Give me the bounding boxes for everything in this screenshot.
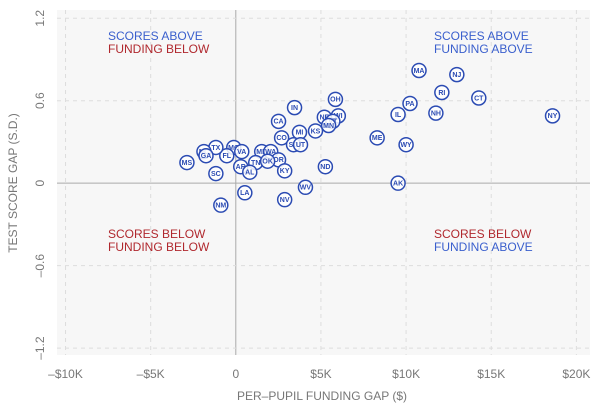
y-axis-label: TEST SCORE GAP (S.D.) xyxy=(6,113,20,253)
point-label: CO xyxy=(276,135,287,142)
point-label: OR xyxy=(273,157,284,164)
point xyxy=(317,158,334,175)
point-label: KY xyxy=(280,168,290,175)
point xyxy=(259,153,276,169)
point xyxy=(219,147,235,164)
point xyxy=(398,136,414,153)
point-label: IN xyxy=(291,105,298,112)
point xyxy=(276,163,293,179)
point xyxy=(286,99,303,116)
annotation: FUNDING BELOW xyxy=(108,42,210,56)
point-label: NY xyxy=(548,113,558,120)
point-label: NH xyxy=(431,110,441,117)
point xyxy=(213,197,229,213)
point-label: NE xyxy=(319,115,329,122)
x-tick-label: $20K xyxy=(562,367,590,381)
point xyxy=(544,108,561,124)
point xyxy=(273,130,290,146)
point-label: LA xyxy=(240,190,249,197)
point-label: ME xyxy=(372,135,383,142)
point-label: MN xyxy=(323,123,334,130)
y-tick-label: –0.6 xyxy=(33,254,47,278)
point-label: CA xyxy=(273,119,283,126)
point-label: PA xyxy=(405,101,414,108)
x-tick-label: –$10K xyxy=(48,367,83,381)
point-label: NV xyxy=(280,197,290,204)
point-label: TN xyxy=(251,160,260,167)
point-label: AL xyxy=(245,170,255,177)
point xyxy=(434,84,450,101)
point-label: CT xyxy=(474,95,484,102)
point xyxy=(237,185,253,201)
point-label: OH xyxy=(330,97,341,104)
point-label: GA xyxy=(201,153,212,160)
annotation: SCORES ABOVE xyxy=(108,29,203,43)
plot-area xyxy=(57,10,590,355)
point-label: WY xyxy=(400,142,412,149)
point-label: SC xyxy=(211,171,221,178)
point-label: UT xyxy=(296,142,306,149)
point xyxy=(449,66,465,83)
point xyxy=(320,117,337,134)
y-tick-label: 0 xyxy=(33,180,47,187)
point xyxy=(297,179,314,196)
annotation: FUNDING ABOVE xyxy=(434,240,533,254)
point xyxy=(307,123,324,139)
point-label: FL xyxy=(222,153,231,160)
annotation: FUNDING BELOW xyxy=(108,240,210,254)
annotation: SCORES BELOW xyxy=(434,227,532,241)
annotation: FUNDING ABOVE xyxy=(434,42,533,56)
x-tick-label: $10K xyxy=(392,367,420,381)
y-tick-label: 0.6 xyxy=(33,92,47,109)
point-label: MA xyxy=(414,68,425,75)
x-tick-label: $15K xyxy=(477,367,505,381)
point-label: MD xyxy=(256,149,267,156)
point xyxy=(276,191,293,208)
point xyxy=(208,165,224,182)
point-label: MO xyxy=(228,145,240,152)
point xyxy=(270,113,287,130)
point xyxy=(179,154,195,171)
point xyxy=(390,106,406,123)
x-axis-label: PER–PUPIL FUNDING GAP ($) xyxy=(237,389,407,403)
y-tick-label: –1.2 xyxy=(33,336,47,360)
point-label: WV xyxy=(300,185,312,192)
point-label: MI xyxy=(296,130,304,137)
point xyxy=(292,136,309,153)
point-label: MS xyxy=(182,160,193,167)
point xyxy=(234,143,250,160)
point-label: NJ xyxy=(452,72,461,79)
point xyxy=(390,175,406,191)
point xyxy=(327,91,344,108)
point-label: KS xyxy=(311,128,321,135)
point-label: VA xyxy=(237,149,246,156)
point-label: ND xyxy=(320,164,330,171)
point xyxy=(402,95,418,112)
y-tick-label: 1.2 xyxy=(33,10,47,27)
point-label: TX xyxy=(211,145,220,152)
point-label: AK xyxy=(393,181,403,188)
annotation: SCORES BELOW xyxy=(108,227,206,241)
point xyxy=(471,90,487,106)
point-label: OK xyxy=(262,159,273,166)
point-label: NM xyxy=(215,203,226,210)
x-tick-label: 0 xyxy=(232,367,239,381)
point xyxy=(198,147,214,164)
point xyxy=(369,130,385,146)
point xyxy=(242,164,258,180)
point-label: WA xyxy=(265,149,276,156)
x-tick-label: –$5K xyxy=(137,367,165,381)
annotation: SCORES ABOVE xyxy=(434,29,529,43)
point xyxy=(411,62,427,79)
point-label: AR xyxy=(236,164,246,171)
x-tick-label: $5K xyxy=(310,367,331,381)
point-label: RI xyxy=(438,90,445,97)
point-label: IL xyxy=(395,112,402,119)
point xyxy=(428,105,444,121)
